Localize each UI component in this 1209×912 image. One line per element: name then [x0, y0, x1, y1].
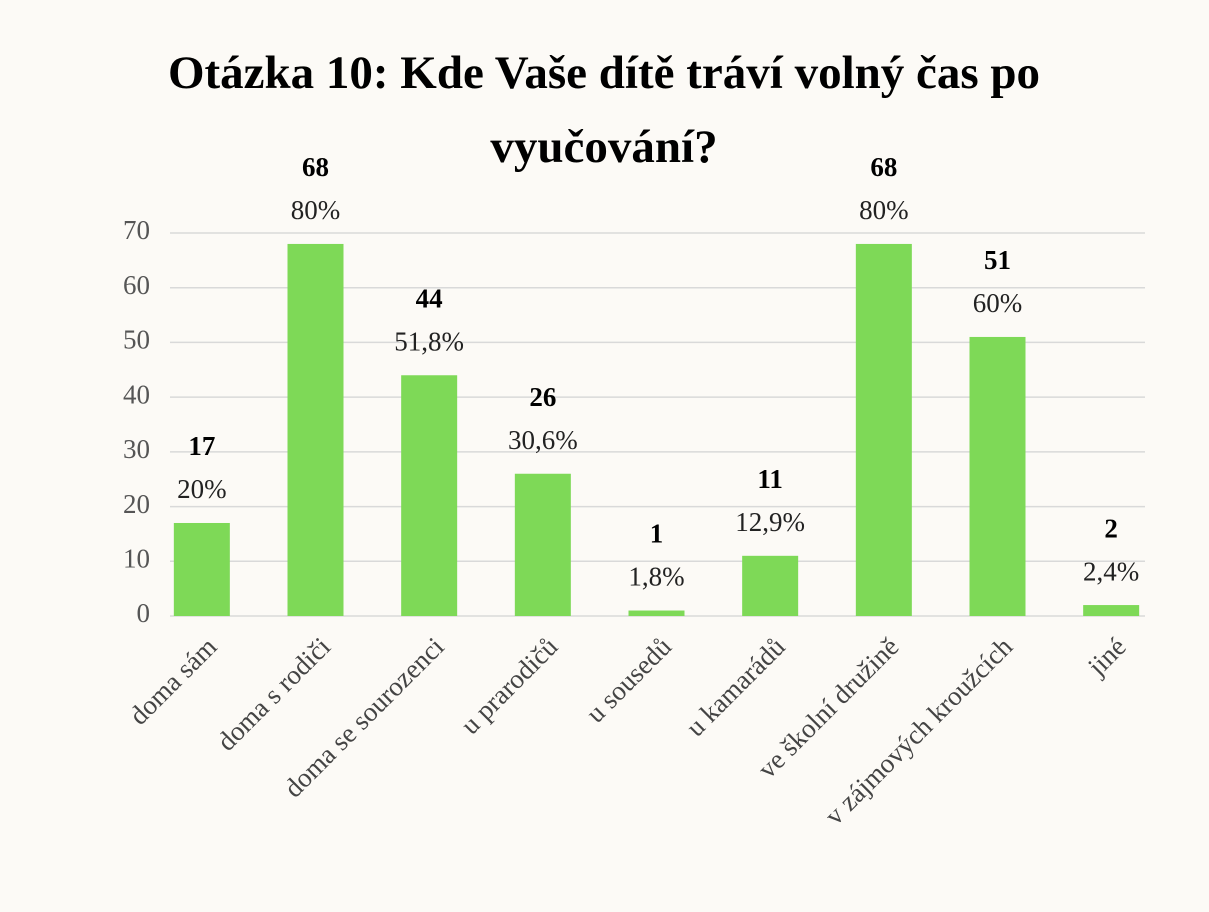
percent-label: 51,8%	[394, 326, 464, 356]
bar	[969, 336, 1026, 616]
bar	[628, 610, 685, 616]
percent-label: 20%	[177, 474, 227, 504]
y-tick-label: 0	[137, 598, 151, 628]
value-label: 68	[302, 152, 329, 182]
value-label: 68	[870, 152, 897, 182]
bar	[742, 555, 799, 616]
percent-label: 30,6%	[508, 425, 578, 455]
x-tick-label: u prarodičů	[455, 631, 564, 740]
value-label: 17	[188, 431, 215, 461]
percent-label: 2,4%	[1083, 556, 1139, 586]
y-tick-label: 70	[123, 215, 150, 245]
x-tick-label: doma s rodiči	[211, 631, 336, 756]
value-label: 11	[757, 464, 783, 494]
y-tick-label: 40	[123, 379, 150, 409]
bar	[401, 375, 458, 616]
x-tick-label: u kamarádů	[680, 631, 791, 742]
value-label: 51	[984, 245, 1011, 275]
percent-label: 1,8%	[628, 562, 684, 592]
percent-label: 60%	[973, 288, 1023, 318]
value-label: 2	[1104, 513, 1118, 543]
y-tick-label: 60	[123, 270, 150, 300]
chart-title: Otázka 10: Kde Vaše dítě tráví volný čas…	[167, 47, 1041, 173]
value-label: 1	[650, 519, 664, 549]
x-tick-label: u sousedů	[580, 631, 677, 728]
y-tick-label: 10	[123, 543, 150, 573]
y-tick-label: 50	[123, 325, 150, 355]
bar	[1083, 605, 1140, 616]
x-tick-label: doma sám	[123, 631, 222, 730]
value-label: 44	[416, 283, 443, 313]
percent-label: 80%	[291, 195, 341, 225]
bar	[173, 522, 230, 616]
x-tick-label: v zájmových kroužcích	[819, 631, 1019, 831]
y-tick-label: 20	[123, 489, 150, 519]
bar	[855, 243, 912, 616]
percent-label: 12,9%	[735, 507, 805, 537]
x-tick-label: jiné	[1081, 631, 1132, 682]
value-label: 26	[529, 382, 556, 412]
bar	[287, 243, 344, 616]
percent-label: 80%	[859, 195, 909, 225]
y-tick-label: 30	[123, 434, 150, 464]
bar	[514, 473, 571, 616]
